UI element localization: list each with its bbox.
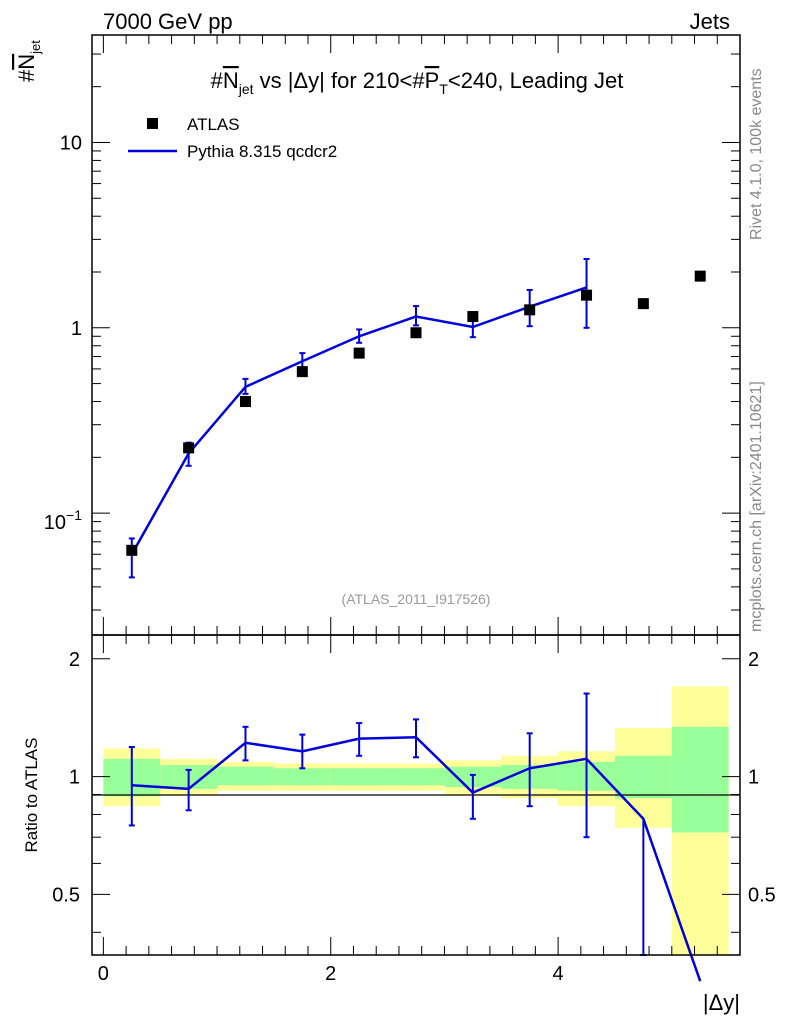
ratio-axis-ticks (92, 635, 740, 955)
ratio-frame (91, 634, 741, 956)
mcplots-label: mcplots.cern.ch [arXiv:2401.10621] (748, 381, 765, 632)
analysis-watermark: (ATLAS_2011_I917526) (342, 591, 491, 607)
xtick-label-0: 0 (98, 963, 109, 985)
ratio-band-inner (387, 768, 445, 786)
ratio-mc-series (128, 692, 702, 982)
ratio-band-inner (614, 755, 672, 799)
ratio-ytick-label-1: 1 (69, 767, 80, 789)
atlas-series (126, 270, 706, 556)
ratio-ytick-label-right-2: 2 (748, 649, 759, 671)
plot-title: #Njet vs |Δy| for 210<#PT<240, Leading J… (211, 68, 624, 97)
header-left: 7000 GeV pp (103, 9, 233, 34)
ratio-band-inner (273, 768, 331, 786)
ratio-ytick-label-0: 0.5 (52, 884, 80, 906)
atlas-point (410, 327, 422, 339)
rivet-version-label: Rivet 4.1.0, 100k events (748, 68, 765, 240)
atlas-point (239, 396, 251, 408)
svg-text:#Njet: #Njet (14, 40, 43, 82)
legend-mc-label: Pythia 8.315 qcdcr2 (187, 142, 337, 161)
ratio-ytick-label-2: 2 (69, 649, 80, 671)
main-ytick-label-2: 10 (60, 132, 82, 154)
ratio-band-inner (217, 766, 274, 786)
main-axis-ticks (92, 35, 740, 635)
atlas-point (524, 304, 536, 316)
main-ylabel: #Njet (14, 40, 43, 82)
legend-atlas-label: ATLAS (187, 115, 240, 134)
ratio-ytick-label-right-0: 0.5 (748, 884, 776, 906)
ratio-ytick-label-right-1: 1 (748, 767, 759, 789)
atlas-point (467, 311, 479, 323)
mc-series (128, 258, 590, 579)
atlas-point (581, 289, 593, 301)
atlas-point (296, 366, 308, 378)
xtick-label-1: 2 (325, 963, 336, 985)
xtick-label-2: 4 (553, 963, 564, 985)
main-ytick-label-1: 1 (71, 318, 82, 340)
ratio-band-inner (330, 768, 388, 786)
legend-atlas-marker (147, 118, 158, 129)
header-right: Jets (690, 9, 730, 34)
atlas-point (637, 298, 649, 310)
xaxis-label: |Δy| (703, 990, 740, 1015)
main-ytick-label-0: 10−1 (44, 507, 82, 534)
atlas-point (353, 347, 365, 359)
atlas-point (183, 442, 195, 454)
atlas-point (694, 270, 706, 282)
ratio-band-inner (671, 726, 729, 833)
atlas-point (126, 544, 138, 556)
ratio-ylabel: Ratio to ATLAS (22, 738, 41, 853)
mc-line (130, 286, 587, 555)
